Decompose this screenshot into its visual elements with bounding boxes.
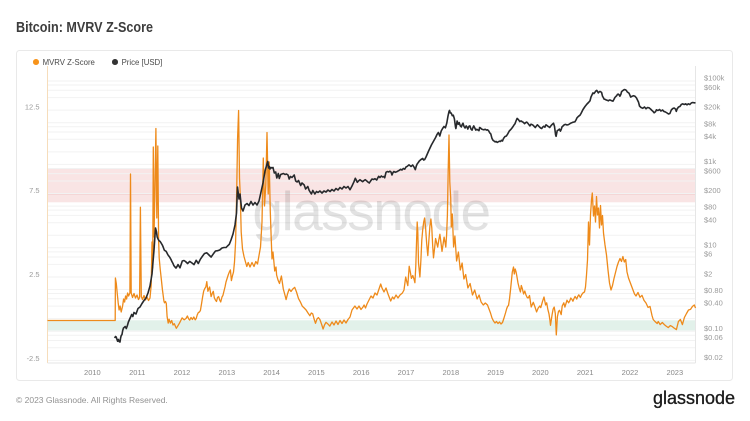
svg-text:12.5: 12.5 [25, 103, 40, 112]
svg-text:7.5: 7.5 [29, 186, 39, 195]
svg-text:$1k: $1k [704, 157, 716, 166]
svg-text:$0.40: $0.40 [704, 299, 723, 308]
svg-text:$60k: $60k [704, 83, 721, 92]
svg-text:$4k: $4k [704, 132, 716, 141]
svg-text:$100k: $100k [704, 74, 725, 83]
svg-text:$0.80: $0.80 [704, 286, 723, 295]
svg-text:2022: 2022 [622, 368, 639, 377]
svg-text:-2.5: -2.5 [27, 354, 40, 363]
svg-text:$8k: $8k [704, 119, 716, 128]
svg-text:2015: 2015 [308, 368, 325, 377]
svg-text:2017: 2017 [398, 368, 415, 377]
svg-text:$20k: $20k [704, 103, 721, 112]
svg-text:$0.02: $0.02 [704, 353, 723, 362]
svg-text:$2: $2 [704, 270, 712, 279]
svg-text:2012: 2012 [174, 368, 191, 377]
svg-text:$0.06: $0.06 [704, 333, 723, 342]
svg-text:2021: 2021 [577, 368, 594, 377]
svg-text:$200: $200 [704, 186, 721, 195]
svg-text:2016: 2016 [353, 368, 370, 377]
svg-text:2019: 2019 [487, 368, 504, 377]
svg-text:$80: $80 [704, 203, 717, 212]
svg-text:$600: $600 [704, 166, 721, 175]
svg-text:$40: $40 [704, 215, 717, 224]
svg-text:$10: $10 [704, 240, 717, 249]
svg-text:2020: 2020 [532, 368, 549, 377]
svg-text:glassnode: glassnode [252, 180, 489, 242]
svg-text:2013: 2013 [218, 368, 235, 377]
svg-text:2014: 2014 [263, 368, 280, 377]
svg-text:2011: 2011 [129, 368, 145, 377]
svg-text:2010: 2010 [84, 368, 101, 377]
svg-text:2.5: 2.5 [29, 270, 39, 279]
svg-text:2018: 2018 [442, 368, 459, 377]
svg-text:$0.10: $0.10 [704, 324, 723, 333]
svg-text:$6: $6 [704, 250, 712, 259]
svg-text:2023: 2023 [666, 368, 683, 377]
